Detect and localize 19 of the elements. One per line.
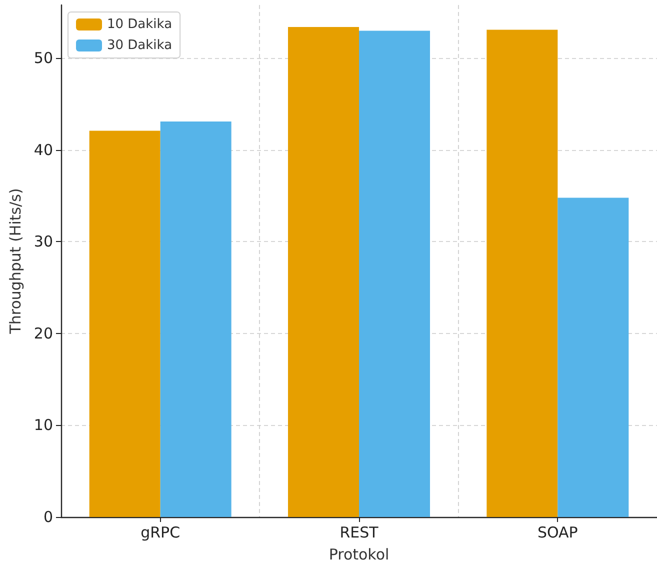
x-tick-label: REST bbox=[340, 524, 380, 542]
y-axis-title: Throughput (Hits/s) bbox=[6, 188, 24, 335]
bar bbox=[288, 27, 359, 517]
bar bbox=[160, 122, 232, 517]
y-tick-label: 40 bbox=[34, 140, 53, 159]
y-tick-label: 50 bbox=[34, 49, 53, 68]
y-tick-label: 10 bbox=[34, 416, 53, 434]
bar bbox=[359, 30, 430, 517]
legend-label: 30 Dakika bbox=[107, 38, 172, 53]
y-tick-label: 20 bbox=[34, 324, 53, 342]
bar bbox=[89, 130, 160, 517]
y-tick-label: 0 bbox=[43, 508, 53, 526]
y-tick-label: 30 bbox=[34, 232, 53, 251]
x-tick-label: gRPC bbox=[140, 524, 180, 542]
bar bbox=[486, 30, 558, 517]
x-tick-label: SOAP bbox=[537, 524, 578, 542]
x-axis-title: Protokol bbox=[328, 546, 390, 564]
legend-label: 10 Dakika bbox=[107, 17, 172, 32]
bar bbox=[558, 198, 629, 517]
